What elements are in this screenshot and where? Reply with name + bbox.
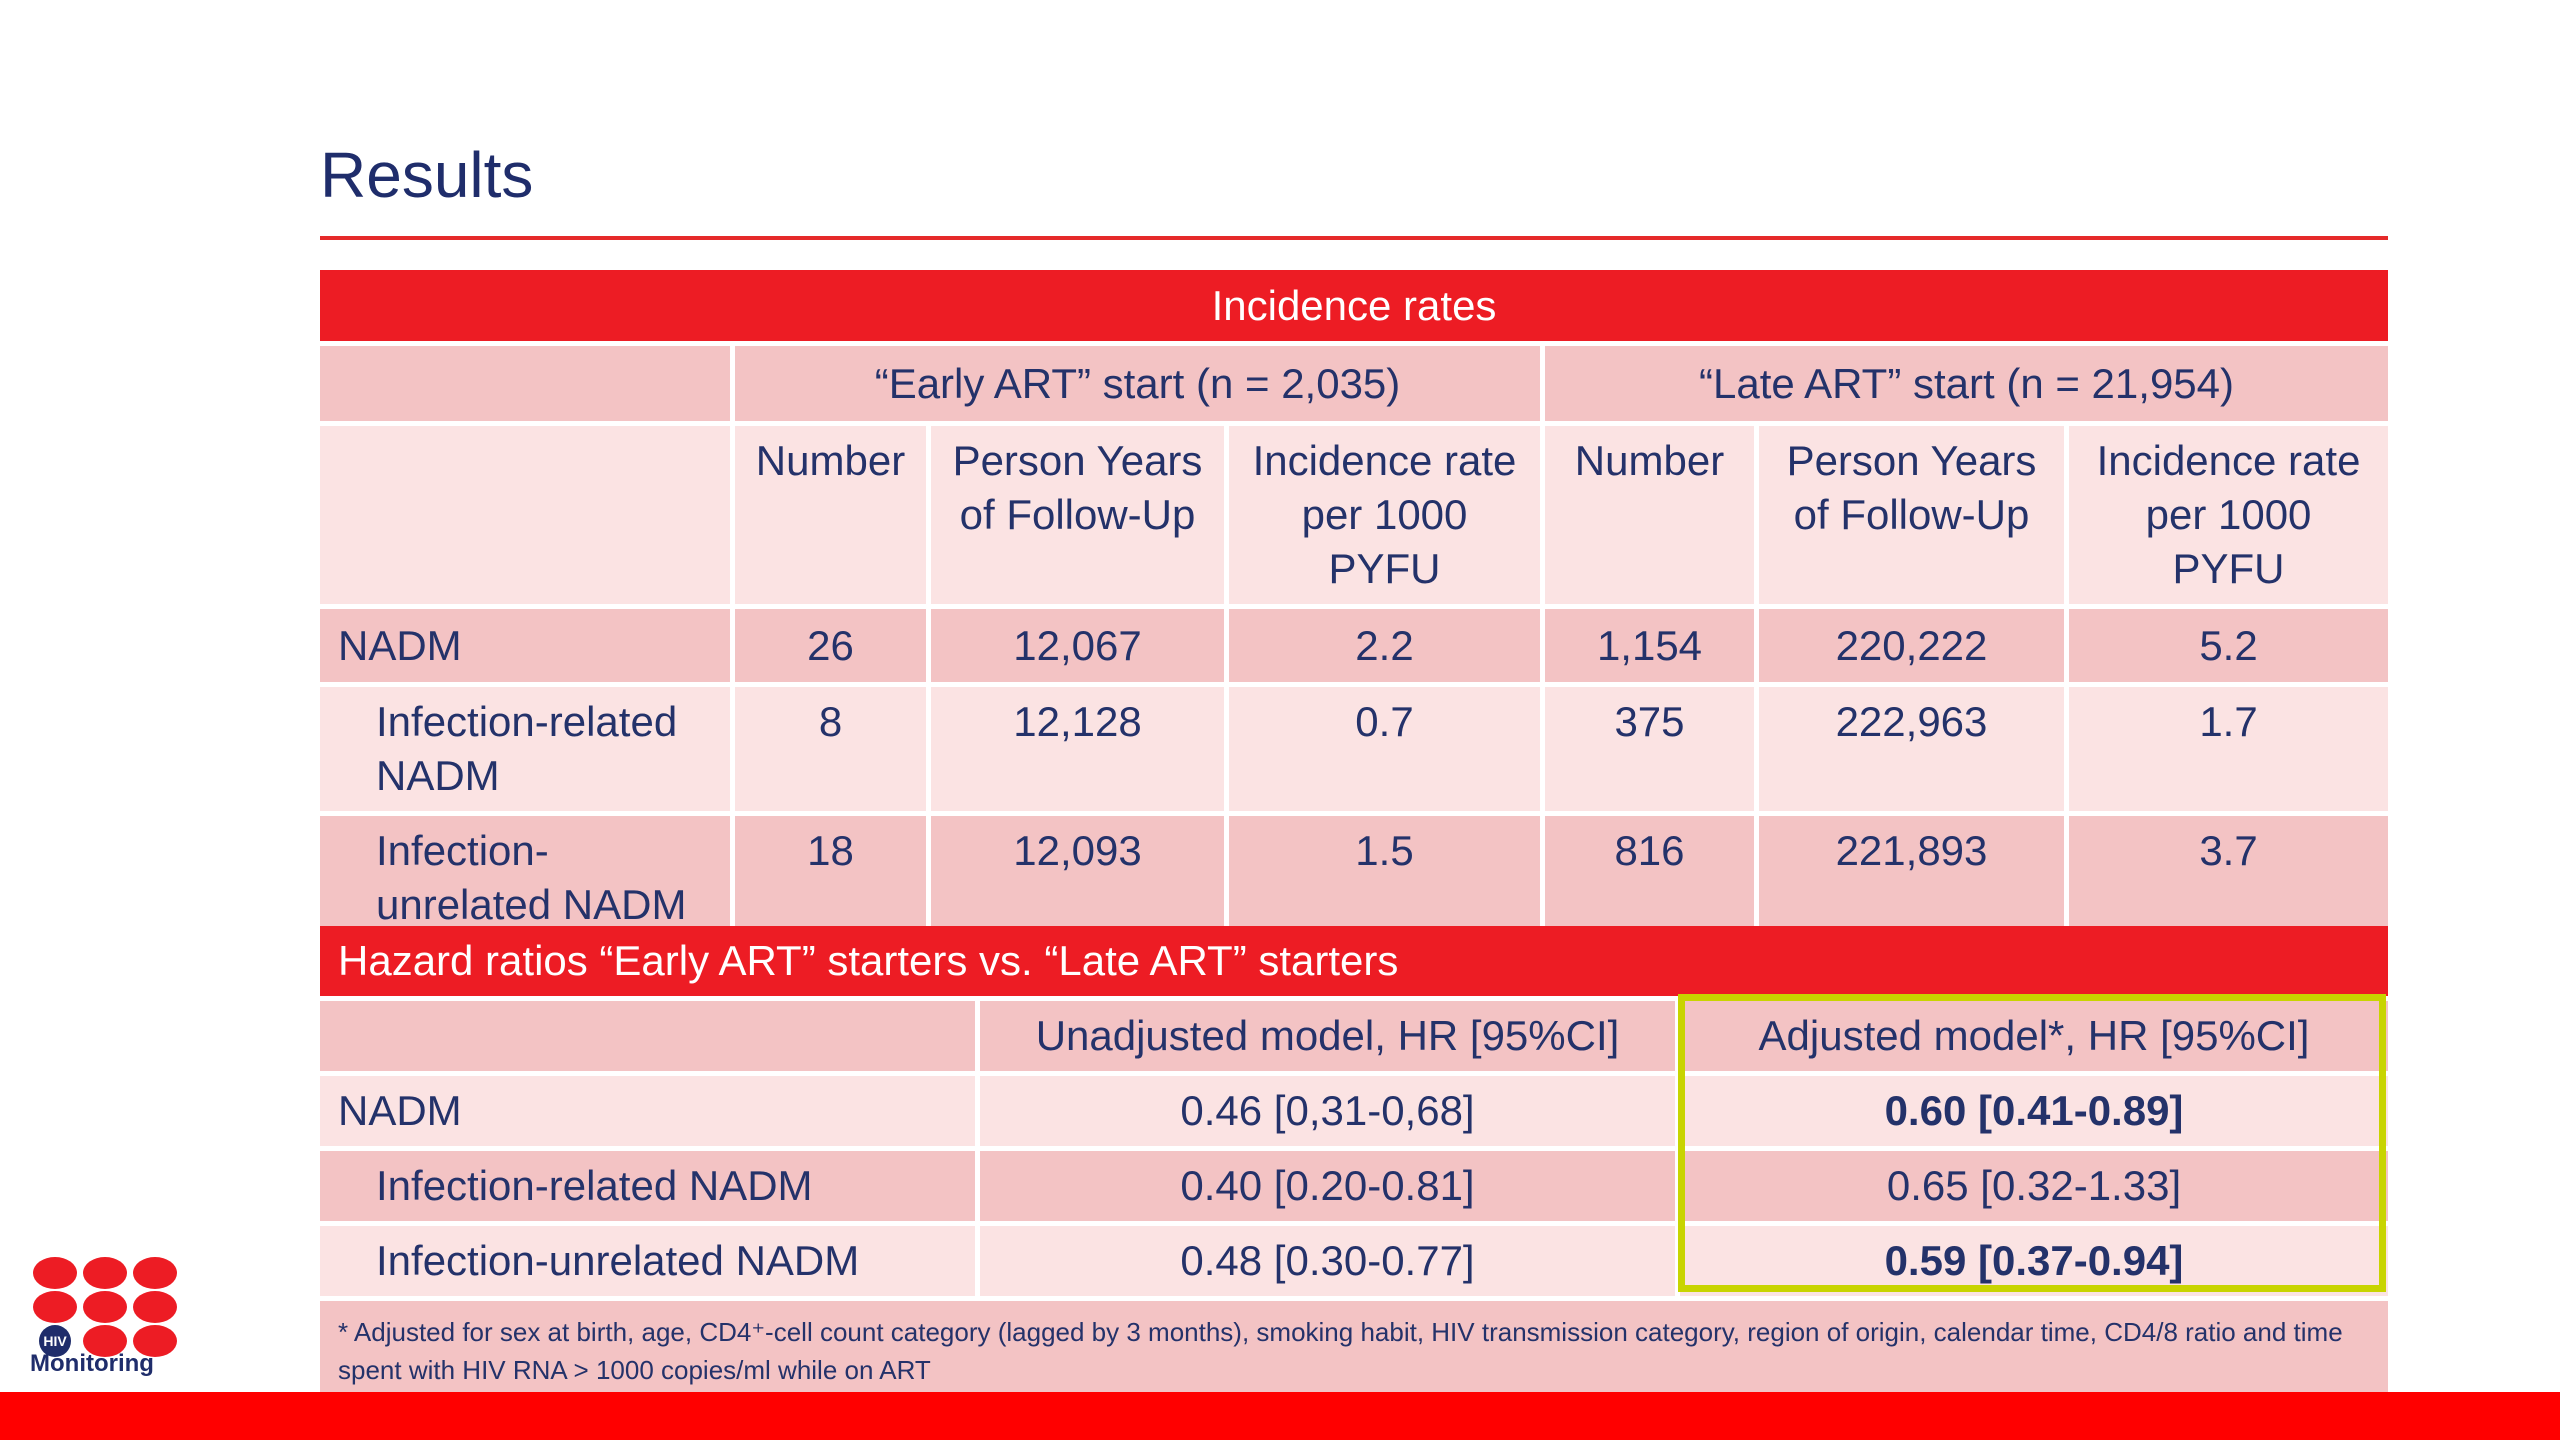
column-header: Adjusted model*, HR [95%CI] [1680, 1001, 2389, 1076]
unadjusted-value: 0.48 [0.30-0.77] [980, 1226, 1680, 1301]
title-divider [320, 236, 2388, 240]
adjusted-value: 0.65 [0.32-1.33] [1680, 1151, 2389, 1226]
table-cell: 12,093 [931, 816, 1229, 945]
incidence-header: Incidence rates [320, 270, 2389, 346]
table-cell: 1,154 [1545, 609, 1759, 687]
group-blank-cell [320, 346, 735, 426]
table-cell: 222,963 [1759, 687, 2069, 816]
table-row: Infection-unrelated NADM 0.48 [0.30-0.77… [320, 1226, 2389, 1301]
table-row: Infection-unrelated NADM 18 12,093 1.5 8… [320, 816, 2389, 945]
logo-badge: HIV [43, 1333, 67, 1349]
hazard-header: Hazard ratios “Early ART” starters vs. “… [320, 926, 2389, 1001]
table-row: Infection-related NADM 8 12,128 0.7 375 … [320, 687, 2389, 816]
table-cell: 3.7 [2069, 816, 2389, 945]
group-late-art: “Late ART” start (n = 21,954) [1545, 346, 2389, 426]
row-label: Infection-unrelated NADM [320, 816, 735, 945]
unadjusted-value: 0.40 [0.20-0.81] [980, 1151, 1680, 1226]
column-blank-cell [320, 426, 735, 609]
column-header: Person Years of Follow-Up [931, 426, 1229, 609]
adjusted-value: 0.60 [0.41-0.89] [1680, 1076, 2389, 1151]
table-cell: 221,893 [1759, 816, 2069, 945]
adjusted-value: 0.59 [0.37-0.94] [1680, 1226, 2389, 1301]
column-header: Incidence rate per 1000 PYFU [2069, 426, 2389, 609]
table-cell: 8 [735, 687, 931, 816]
table-row: NADM 26 12,067 2.2 1,154 220,222 5.2 [320, 609, 2389, 687]
column-header: Incidence rate per 1000 PYFU [1229, 426, 1545, 609]
column-header: Unadjusted model, HR [95%CI] [980, 1001, 1680, 1076]
footnote: * Adjusted for sex at birth, age, CD4⁺-c… [320, 1301, 2389, 1401]
row-label: Infection-related NADM [320, 1151, 980, 1226]
incidence-table: Incidence rates “Early ART” start (n = 2… [320, 270, 2389, 945]
table-cell: 12,067 [931, 609, 1229, 687]
logo-text: Monitoring [30, 1350, 154, 1377]
hiv-monitoring-logo: HIV [33, 1257, 177, 1357]
table-cell: 220,222 [1759, 609, 2069, 687]
table-row: NADM 0.46 [0,31-0,68] 0.60 [0.41-0.89] [320, 1076, 2389, 1151]
slide-title: Results [320, 139, 534, 211]
hazard-blank-cell [320, 1001, 980, 1076]
hazard-ratio-table: Hazard ratios “Early ART” starters vs. “… [320, 926, 2389, 1401]
row-label: NADM [320, 609, 735, 687]
column-header: Person Years of Follow-Up [1759, 426, 2069, 609]
unadjusted-value: 0.46 [0,31-0,68] [980, 1076, 1680, 1151]
table-cell: 26 [735, 609, 931, 687]
table-cell: 18 [735, 816, 931, 945]
bottom-bar [0, 1392, 2560, 1440]
table-cell: 12,128 [931, 687, 1229, 816]
row-label: Infection-unrelated NADM [320, 1226, 980, 1301]
row-label: NADM [320, 1076, 980, 1151]
group-early-art: “Early ART” start (n = 2,035) [735, 346, 1545, 426]
column-header: Number [1545, 426, 1759, 609]
table-cell: 0.7 [1229, 687, 1545, 816]
table-cell: 5.2 [2069, 609, 2389, 687]
table-cell: 2.2 [1229, 609, 1545, 687]
table-cell: 375 [1545, 687, 1759, 816]
table-cell: 1.7 [2069, 687, 2389, 816]
table-row: Infection-related NADM 0.40 [0.20-0.81] … [320, 1151, 2389, 1226]
column-header: Number [735, 426, 931, 609]
row-label: Infection-related NADM [320, 687, 735, 816]
table-cell: 816 [1545, 816, 1759, 945]
